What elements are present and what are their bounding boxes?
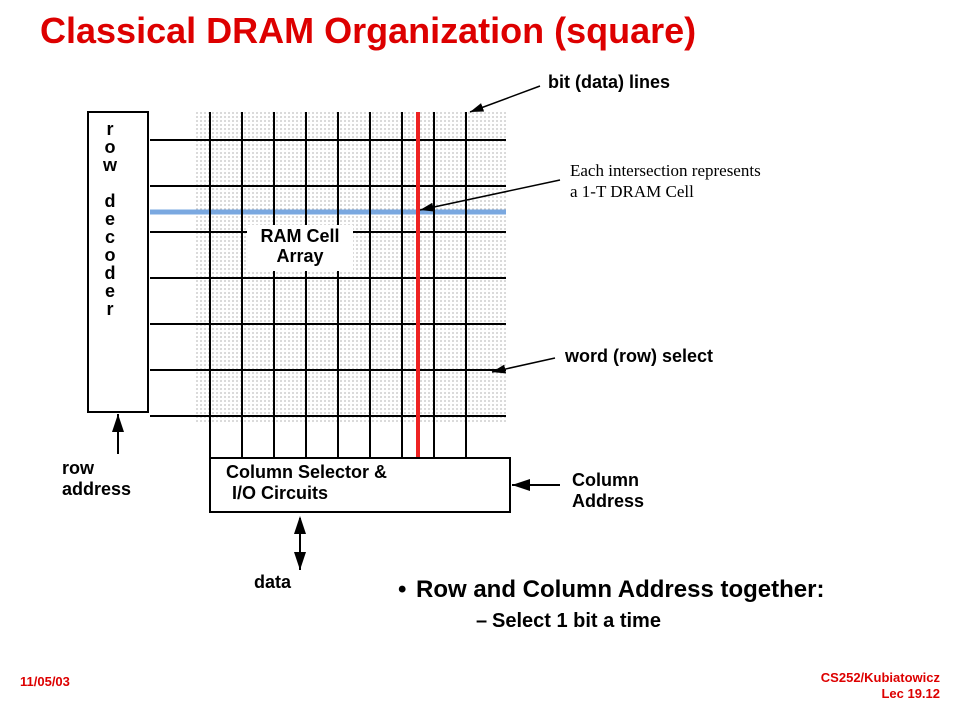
intersection-l1: Each intersection represents (570, 161, 761, 180)
rowaddr-l2: address (62, 479, 131, 499)
ram-cell-l2: Array (276, 246, 323, 266)
data-label: data (254, 572, 291, 593)
footer-course-l1: CS252/Kubiatowicz (821, 670, 940, 685)
rowaddr-label: row address (62, 458, 131, 499)
bullet-sub-text: Select 1 bit a time (492, 610, 661, 632)
bitlines-label: bit (data) lines (548, 72, 670, 93)
bullet-block: •Row and Column Address together: –Selec… (398, 576, 928, 633)
footer-date: 11/05/03 (20, 674, 70, 689)
col-sel-l2: I/O Circuits (226, 483, 328, 503)
col-sel-l1: Column Selector & (226, 462, 387, 482)
bullet-sub: –Select 1 bit a time (476, 610, 928, 633)
intersection-label: Each intersection represents a 1-T DRAM … (570, 160, 761, 203)
coladdr-l2: Address (572, 491, 644, 511)
footer-course-l2: Lec 19.12 (881, 686, 940, 701)
row-decoder-label: rowdecoder (100, 120, 120, 318)
bullet-main: •Row and Column Address together: (398, 576, 928, 604)
arrow-bitlines (470, 86, 540, 112)
rowaddr-l1: row (62, 458, 94, 478)
wordselect-label: word (row) select (565, 346, 713, 367)
intersection-l2: a 1-T DRAM Cell (570, 182, 694, 201)
coladdr-l1: Column (572, 470, 639, 490)
ram-cell-label: RAM Cell Array (252, 227, 348, 267)
footer-course: CS252/Kubiatowicz Lec 19.12 (821, 670, 940, 701)
coladdr-label: Column Address (572, 470, 644, 511)
ram-cell-l1: RAM Cell (260, 226, 339, 246)
bullet-main-text: Row and Column Address together: (416, 576, 824, 603)
col-sel-label: Column Selector & I/O Circuits (226, 462, 387, 503)
